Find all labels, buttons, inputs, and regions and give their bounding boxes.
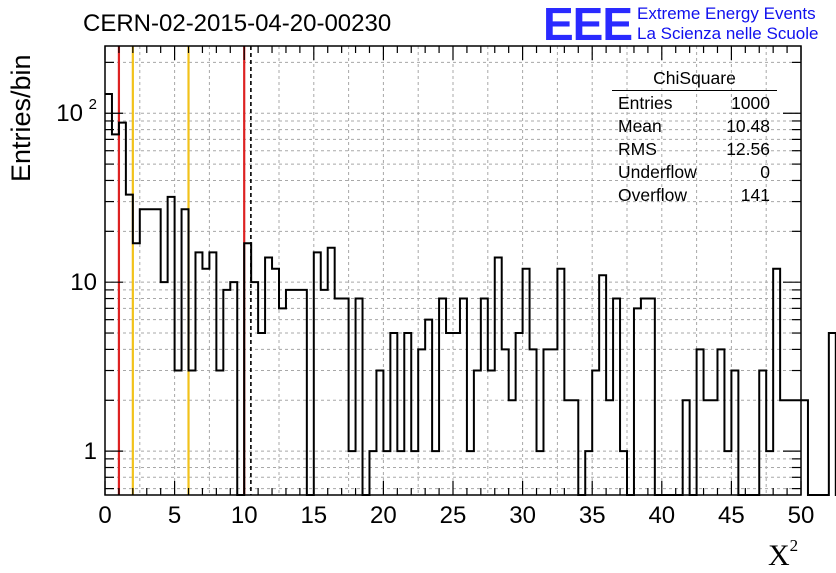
x-tick-label: 35 xyxy=(579,502,606,529)
x-tick-label: 45 xyxy=(718,502,745,529)
y-tick-label-exponent: 2 xyxy=(89,96,97,113)
x-tick-label: 25 xyxy=(440,502,467,529)
stats-label: Overflow xyxy=(618,185,688,205)
x-tick-label: 20 xyxy=(370,502,397,529)
eee-caption-line1: Extreme Energy Events xyxy=(637,4,816,23)
eee-caption: Extreme Energy Events La Scienza nelle S… xyxy=(637,4,818,44)
run-title: CERN-02-2015-04-20-00230 xyxy=(83,10,392,37)
stats-title: ChiSquare xyxy=(612,68,777,91)
x-axis-label-exponent: 2 xyxy=(789,536,799,555)
x-axis-label-base: X xyxy=(768,539,790,572)
x-tick-label: 5 xyxy=(168,502,181,529)
stats-value: 0 xyxy=(760,162,770,182)
stats-row-rms: RMS 12.56 xyxy=(612,138,777,161)
stats-label: Entries xyxy=(618,93,673,113)
x-tick-label: 0 xyxy=(98,502,111,529)
stats-value: 10.48 xyxy=(726,116,770,136)
y-tick-label: 10 xyxy=(70,269,97,296)
x-tick-label: 40 xyxy=(648,502,675,529)
stats-row-entries: Entries 1000 xyxy=(612,92,777,115)
y-axis-label: Entries/bin xyxy=(6,54,36,182)
stats-label: RMS xyxy=(618,139,657,159)
stats-box: ChiSquare Entries 1000 Mean 10.48 RMS 12.56… xyxy=(612,68,777,207)
stats-row-underflow: Underflow 0 xyxy=(612,161,777,184)
stats-value: 1000 xyxy=(731,93,770,113)
stats-label: Underflow xyxy=(618,162,697,182)
stats-value: 141 xyxy=(740,185,770,205)
stats-label: Mean xyxy=(618,116,662,136)
eee-logo: EEE xyxy=(543,0,633,50)
axis-ticks xyxy=(104,46,802,495)
x-tick-label: 10 xyxy=(231,502,258,529)
y-tick-label: 10 xyxy=(56,100,83,127)
stats-row-mean: Mean 10.48 xyxy=(612,115,777,138)
eee-caption-line2: La Scienza nelle Scuole xyxy=(637,24,819,43)
stats-row-overflow: Overflow 141 xyxy=(612,184,777,207)
x-tick-label: 30 xyxy=(509,502,536,529)
stats-value: 12.56 xyxy=(726,139,770,159)
y-tick-label: 1 xyxy=(84,438,97,465)
tick-labels: 0 5 10 15 20 25 30 35 40 45 50 1 10 10 2 xyxy=(56,96,814,529)
x-tick-label: 50 xyxy=(788,502,815,529)
x-axis-label: X2 xyxy=(768,536,798,573)
x-tick-label: 15 xyxy=(300,502,327,529)
